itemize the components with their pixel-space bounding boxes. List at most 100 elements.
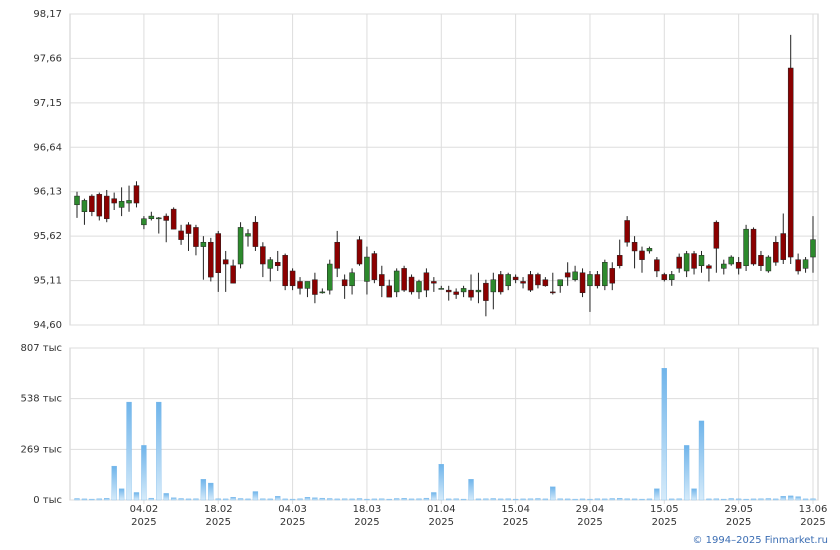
volume-bar [237,498,244,501]
candle-body [758,255,764,267]
volume-bar [802,498,809,501]
volume-bar [386,498,392,501]
candle-body [237,227,244,265]
candle-body [393,270,400,293]
candle-body [416,281,422,293]
candle-body [802,259,809,269]
volume-bar [230,497,236,501]
candle-body [222,259,229,265]
candle-body [490,279,497,293]
volume-tick-label: 269 тыс [21,444,62,455]
volume-bar [141,445,147,501]
candle-body [646,248,653,252]
volume-bar [475,498,482,501]
candle-body [735,262,742,269]
candle-body [438,288,445,290]
volume-bar [431,492,437,501]
volume-bar [535,498,541,501]
candle-body [706,265,712,269]
volume-bar [327,498,333,501]
volume-bar [104,498,110,501]
candle-body [527,274,534,291]
volume-bar [289,498,296,501]
candle-body [453,291,459,295]
volume-bar [394,498,400,501]
candle-body [810,239,816,258]
candle-body [252,221,259,247]
candle-body [327,263,333,291]
candle-body [505,274,511,287]
volume-bar [706,498,712,501]
candle-body [267,259,274,269]
candle-body [208,241,214,278]
candle-body [795,259,801,272]
candle-body [304,281,311,289]
candle-body [274,262,281,267]
volume-bar [468,479,474,501]
candle-body [245,233,251,237]
x-tick-label: 01.04 2025 [426,504,456,528]
volume-bar [334,498,340,501]
candle-body [557,279,563,287]
volume-bar [408,498,415,501]
candle-body [349,272,355,287]
candle-body [698,255,705,267]
volume-bar [297,498,303,501]
x-tick-label: 04.03 2025 [278,504,307,528]
candle-body [609,268,616,284]
candle-body [297,281,303,289]
volume-bar [587,498,593,501]
volume-bar [795,496,801,501]
candle-body [319,291,326,294]
candle-body [371,253,378,280]
candle-body [133,185,140,204]
volume-tick-label: 807 тыс [21,343,62,354]
candle-body [170,208,177,230]
candle-body [74,195,80,206]
y-tick-label: 95,11 [33,276,62,287]
volume-bar [646,498,653,501]
candle-body [661,274,668,280]
volume-bar [490,498,496,501]
volume-bar [810,498,816,501]
volume-bar [81,498,88,501]
candle-body [572,271,578,280]
candle-body [773,241,779,263]
volume-bar [780,496,786,501]
volume-bar [631,498,638,501]
volume-tick-label: 538 тыс [21,394,62,405]
volume-bar [364,498,370,501]
volume-bar [371,498,378,501]
volume-bar [624,498,630,501]
volume-bar [126,401,132,501]
volume-bar [438,464,444,501]
y-tick-label: 97,66 [33,53,62,64]
volume-bar [512,498,519,501]
footer: © 1994–2025 Finmarket.ru [692,535,828,546]
candle-body [334,241,340,269]
candle-body [96,194,103,217]
volume-bar [446,498,452,501]
volume-bar [609,498,615,501]
candle-body [624,220,630,243]
volume-bar [163,493,169,501]
x-tick-label: 29.05 2025 [724,504,753,528]
volume-bar [215,498,221,501]
volume-bar [453,498,459,501]
y-tick-label: 94,60 [33,320,62,331]
candle-body [468,289,474,298]
candle-body [89,195,95,213]
candle-body [185,224,192,234]
candle-body [178,230,184,240]
candle-body [654,259,660,272]
candle-body [445,289,452,293]
volume-bar [579,498,586,501]
volume-bar [96,498,102,501]
candle-body [691,253,697,269]
volume-bar [379,498,385,501]
volume-bar [148,497,154,501]
y-tick-label: 96,13 [33,187,62,198]
candle-body [341,279,348,287]
